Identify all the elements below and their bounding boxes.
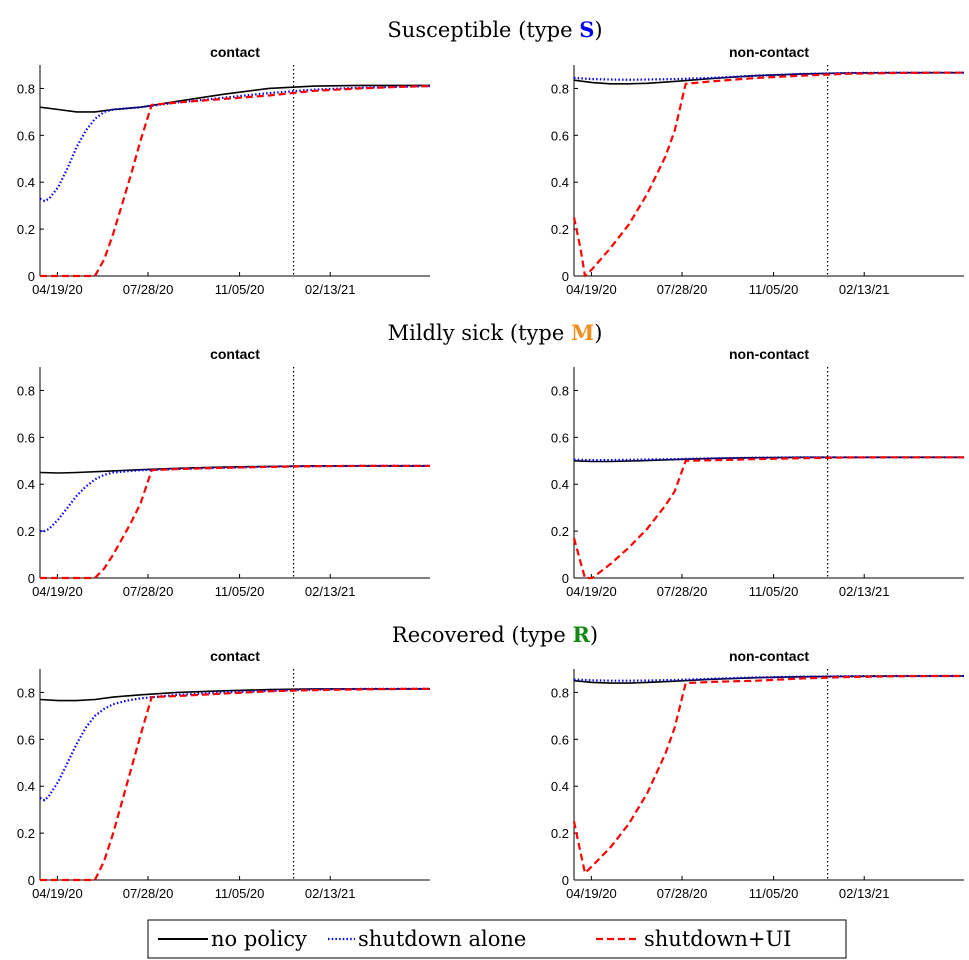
series-line-shutdown-alone <box>39 85 431 203</box>
y-tick-label: 0.2 <box>551 524 569 539</box>
x-tick-label: 04/19/20 <box>32 886 83 901</box>
y-tick-label: 0.4 <box>551 477 569 492</box>
y-tick-label: 0.8 <box>17 81 35 96</box>
x-tick-label: 07/28/20 <box>657 282 708 297</box>
panel-2-contact: contact 0 0.2 0.4 0.6 0.8 04/19/20 07/28/20 11/0… <box>17 346 430 599</box>
x-tick-label: 02/13/21 <box>305 584 356 599</box>
panel-title: non-contact <box>729 648 809 664</box>
y-tick-label: 0.6 <box>17 430 35 445</box>
x-tick-label: 04/19/20 <box>566 584 617 599</box>
y-tick-label: 0.2 <box>551 222 569 237</box>
type-letter-S: S <box>579 17 594 42</box>
series-line-shutdown-alone <box>39 687 430 802</box>
y-tick-label: 0 <box>562 269 569 284</box>
row-title-recovered: Recovered (type R) <box>392 622 598 647</box>
panel-title: contact <box>210 648 260 664</box>
series-line-shutdown-ui <box>40 464 430 580</box>
series-line-shutdown-ui <box>40 687 430 882</box>
y-tick-label: 0.8 <box>551 685 569 700</box>
panel-title: contact <box>210 44 260 60</box>
panel-2-non-contact: non-contact 0 0.2 0.4 0.6 0.8 04/19/20 07/28/20… <box>551 346 964 599</box>
y-tick-label: 0.8 <box>17 383 35 398</box>
row-title-susceptible: Susceptible (type S) <box>387 17 602 42</box>
panel-title: non-contact <box>729 346 809 362</box>
x-tick-label: 04/19/20 <box>566 886 617 901</box>
y-tick-label: 0.2 <box>17 524 35 539</box>
y-tick-label: 0 <box>28 269 35 284</box>
panel-3-non-contact: non-contact 0 0.2 0.4 0.6 0.8 04/19/20 07/28/20… <box>551 648 964 901</box>
series-line-shutdown-ui <box>572 71 964 278</box>
legend: no policy shutdown alone shutdown+UI <box>147 919 847 959</box>
y-tick-label: 0.6 <box>551 128 569 143</box>
series-line-shutdown-alone <box>40 464 430 533</box>
x-tick-label: 04/19/20 <box>32 584 83 599</box>
x-tick-label: 04/19/20 <box>32 282 83 297</box>
legend-label-shutdown-ui: shutdown+UI <box>644 927 791 951</box>
panels: contact 0 0.2 0.4 0.6 0.8 04/19/20 07/28/20 11/0… <box>17 44 964 901</box>
y-tick-label: 0.4 <box>551 779 569 794</box>
x-tick-label: 02/13/21 <box>839 886 890 901</box>
x-tick-label: 11/05/20 <box>749 886 799 901</box>
panel-title: contact <box>210 346 260 362</box>
y-tick-label: 0.2 <box>17 222 35 237</box>
series-line-shutdown-alone <box>573 71 964 81</box>
y-tick-label: 0.4 <box>17 477 35 492</box>
row-title-mildly-sick: Mildly sick (type M) <box>388 320 603 345</box>
type-letter-M: M <box>571 320 594 345</box>
x-tick-label: 02/13/21 <box>305 886 356 901</box>
panel-1-contact: contact 0 0.2 0.4 0.6 0.8 04/19/20 07/28/20 11/0… <box>17 44 431 297</box>
x-tick-label: 07/28/20 <box>657 886 708 901</box>
series-line-no-policy <box>39 688 430 702</box>
y-tick-label: 0.6 <box>17 128 35 143</box>
series-line-shutdown-alone <box>573 456 964 462</box>
y-tick-label: 0 <box>562 571 569 586</box>
x-tick-label: 04/19/20 <box>566 282 617 297</box>
y-tick-label: 0.8 <box>551 383 569 398</box>
series-line-shutdown-ui <box>40 85 431 278</box>
y-tick-label: 0.6 <box>17 732 35 747</box>
panel-title: non-contact <box>729 44 809 60</box>
y-tick-label: 0.4 <box>17 779 35 794</box>
y-tick-label: 0.8 <box>551 81 569 96</box>
x-tick-label: 11/05/20 <box>749 584 799 599</box>
legend-box <box>147 919 847 959</box>
y-tick-label: 0.6 <box>551 430 569 445</box>
panel-1-non-contact: non-contact 0 0.2 0.4 0.6 0.8 04/19/20 07/28/20… <box>551 44 964 297</box>
y-tick-label: 0 <box>28 571 35 586</box>
legend-label-shutdown-alone: shutdown alone <box>358 927 526 951</box>
x-tick-label: 07/28/20 <box>123 886 174 901</box>
y-tick-label: 0.4 <box>17 175 35 190</box>
y-tick-label: 0 <box>28 873 35 888</box>
x-tick-label: 11/05/20 <box>749 282 799 297</box>
x-tick-label: 11/05/20 <box>215 282 265 297</box>
x-tick-label: 07/28/20 <box>123 584 174 599</box>
x-tick-label: 02/13/21 <box>305 282 356 297</box>
type-letter-R: R <box>572 622 590 647</box>
series-line-shutdown-alone <box>573 674 964 682</box>
y-tick-label: 0.2 <box>551 826 569 841</box>
x-tick-label: 07/28/20 <box>657 584 708 599</box>
panel-3-contact: contact 0 0.2 0.4 0.6 0.8 04/19/20 07/28/20 11/0… <box>17 648 430 901</box>
x-tick-label: 02/13/21 <box>839 584 890 599</box>
x-tick-label: 11/05/20 <box>215 886 265 901</box>
series-line-no-policy <box>39 84 430 113</box>
y-tick-label: 0.2 <box>17 826 35 841</box>
y-tick-label: 0.8 <box>17 685 35 700</box>
legend-label-no-policy: no policy <box>211 927 307 951</box>
x-tick-label: 02/13/21 <box>839 282 890 297</box>
y-tick-label: 0 <box>562 873 569 888</box>
x-tick-label: 07/28/20 <box>123 282 174 297</box>
series-line-shutdown-ui <box>572 674 964 875</box>
x-tick-label: 11/05/20 <box>215 584 265 599</box>
y-tick-label: 0.4 <box>551 175 569 190</box>
y-tick-label: 0.6 <box>551 732 569 747</box>
series-line-shutdown-ui <box>572 456 964 580</box>
